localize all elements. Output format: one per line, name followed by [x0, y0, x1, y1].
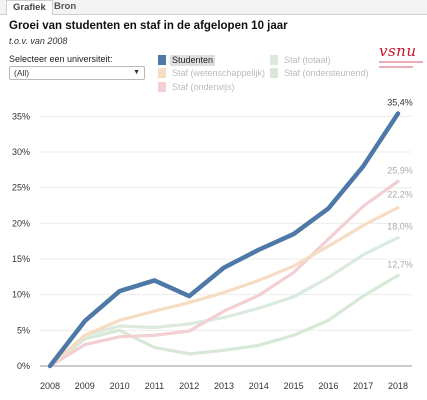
- y-tick-label: 15%: [12, 254, 30, 264]
- legend-label: Staf (ondersteunend): [284, 68, 369, 78]
- x-tick-label: 2014: [249, 381, 269, 391]
- y-tick-label: 0%: [17, 361, 30, 371]
- series-line: [47, 111, 401, 369]
- vsnu-logo-text: vsnu: [379, 42, 417, 60]
- y-tick-label: 30%: [12, 147, 30, 157]
- x-tick-label: 2017: [353, 381, 373, 391]
- end-value-label: 18,0%: [387, 222, 413, 232]
- legend-swatch: [158, 82, 166, 92]
- legend-label: Staf (wetenschappelijk): [172, 68, 266, 78]
- legend-swatch: [158, 55, 166, 65]
- x-tick-label: 2012: [179, 381, 199, 391]
- x-tick-label: 2008: [40, 381, 60, 391]
- x-tick-label: 2009: [75, 381, 95, 391]
- end-value-label: 35,4%: [387, 98, 413, 108]
- chevron-down-icon[interactable]: ▼: [133, 69, 140, 76]
- x-tick-label: 2016: [318, 381, 338, 391]
- y-tick-label: 35%: [12, 111, 30, 121]
- university-dropdown-value: (All): [14, 68, 30, 78]
- tab-grafiek[interactable]: Grafiek: [6, 0, 53, 15]
- university-dropdown[interactable]: (All) ▼: [9, 66, 145, 80]
- tab-bron[interactable]: Bron: [54, 1, 77, 12]
- series-line: [48, 179, 400, 368]
- series-line: [48, 236, 400, 368]
- tab-bar: Grafiek Bron: [0, 0, 427, 15]
- legend-label: Staf (onderwijs): [172, 82, 235, 92]
- y-tick-label: 20%: [12, 218, 30, 228]
- legend-swatch: [270, 55, 278, 65]
- x-tick-label: 2015: [284, 381, 304, 391]
- x-tick-label: 2018: [388, 381, 408, 391]
- legend-swatch: [158, 68, 166, 78]
- logo-stripe: [379, 61, 423, 63]
- series-line: [48, 206, 400, 368]
- x-tick-label: 2013: [214, 381, 234, 391]
- page-title: Groei van studenten en staf in de afgelo…: [9, 20, 288, 32]
- legend-swatch: [270, 68, 278, 78]
- end-value-label: 22,2%: [387, 190, 413, 200]
- series-line: [48, 273, 400, 368]
- university-filter-label: Selecteer een universiteit:: [9, 54, 113, 64]
- y-tick-label: 25%: [12, 183, 30, 193]
- logo-stripe: [379, 66, 413, 68]
- x-tick-label: 2011: [145, 381, 164, 391]
- end-value-label: 25,9%: [387, 165, 413, 175]
- line-chart: 0% 5% 10% 15% 20% 25% 30% 35% 2008 2009 2010 2011 20…: [12, 98, 413, 391]
- y-tick-label: 5%: [17, 325, 30, 335]
- legend-label: Studenten: [170, 55, 216, 66]
- x-tick-label: 2010: [110, 381, 130, 391]
- legend-label: Staf (totaal): [284, 55, 331, 65]
- vsnu-logo: vsnu: [379, 17, 423, 73]
- y-tick-label: 10%: [12, 290, 30, 300]
- end-value-label: 12,7%: [387, 259, 413, 269]
- page-subtitle: t.o.v. van 2008: [9, 36, 68, 46]
